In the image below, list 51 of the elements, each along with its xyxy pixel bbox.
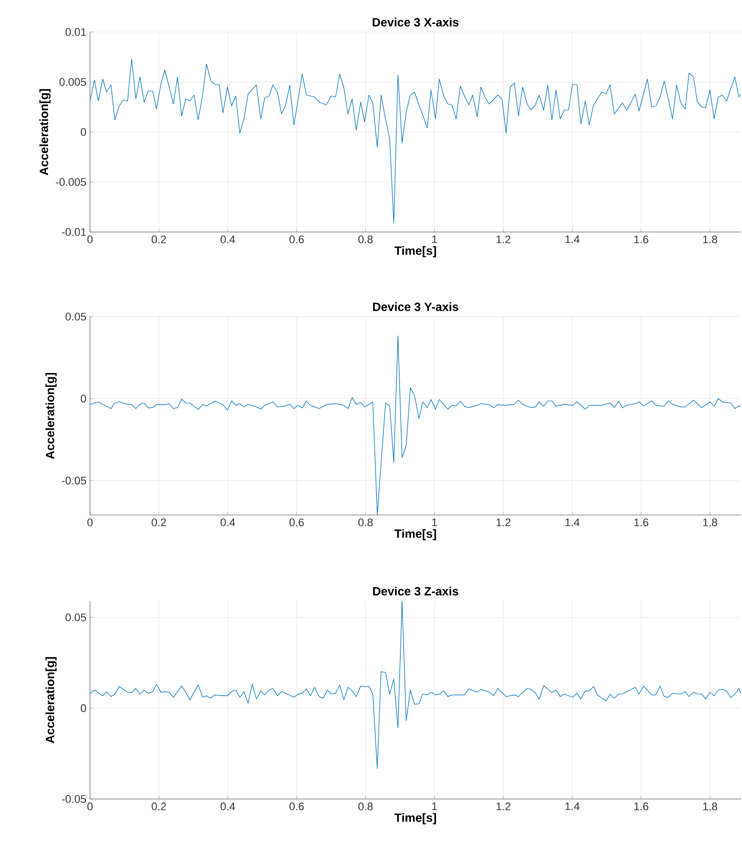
x-tick-label: 1.2 (496, 802, 510, 810)
y-tick-label: 0 (80, 394, 86, 402)
x-tick-label: 0.4 (220, 236, 236, 244)
y-tick-label: 0.05 (66, 613, 86, 622)
x-tick-label: 1.4 (565, 802, 580, 810)
y-tick-label: -0.01 (62, 228, 86, 236)
line-series (90, 601, 742, 769)
x-tick-label: 0 (87, 802, 93, 810)
y-tick-label: -0.05 (62, 476, 86, 484)
x-tick-label: 0.2 (152, 802, 166, 810)
y-tick-label: 0.01 (66, 28, 86, 36)
x-tick-label: 1 (432, 802, 437, 810)
x-tick-label: 1 (432, 236, 437, 244)
x-tick-label: 0.6 (289, 802, 304, 810)
y-tick-label: 0 (80, 128, 86, 136)
x-tick-label: 0 (87, 236, 93, 244)
chart-title: Device 3 X-axis (372, 18, 459, 26)
y-axis-title: Acceleration[g] (45, 657, 57, 744)
x-tick-label: 1.6 (634, 236, 648, 244)
y-tick-label: 0.05 (66, 312, 86, 320)
x-tick-label: 1.4 (565, 518, 580, 526)
x-tick-label: 0.6 (289, 518, 304, 526)
chart-title: Device 3 Z-axis (373, 586, 458, 596)
y-tick-label: 0.005 (59, 78, 86, 86)
x-tick-label: 0.8 (358, 518, 373, 526)
x-tick-label: 0 (87, 518, 93, 526)
y-tick-label: -0.005 (56, 178, 86, 186)
x-tick-label: 1.2 (496, 236, 510, 244)
x-tick-label: 1.2 (496, 518, 510, 526)
x-axis-title: Time[s] (394, 529, 436, 540)
x-tick-label: 1.4 (565, 236, 580, 244)
x-tick-label: 0.2 (152, 518, 166, 526)
x-tick-label: 1.8 (703, 236, 718, 244)
x-axis-title: Time[s] (394, 246, 436, 258)
x-tick-label: 0.4 (220, 518, 236, 526)
x-tick-label: 1 (432, 518, 437, 526)
y-axis-title: Acceleration[g] (45, 372, 57, 460)
x-tick-label: 0.8 (358, 802, 373, 810)
chart-title: Device 3 Y-axis (373, 302, 458, 312)
x-tick-label: 0.4 (220, 802, 236, 810)
y-axis-title: Acceleration[g] (39, 89, 51, 176)
x-tick-label: 0.6 (289, 236, 304, 244)
x-tick-label: 1.8 (703, 802, 718, 810)
y-tick-label: -0.05 (62, 795, 86, 803)
y-tick-label: 0 (80, 704, 86, 712)
x-tick-label: 1.6 (634, 518, 648, 526)
x-tick-label: 0.2 (152, 236, 166, 244)
x-tick-label: 0.8 (358, 236, 373, 244)
x-axis-title: Time[s] (394, 813, 436, 824)
x-tick-label: 1.6 (634, 802, 648, 810)
x-tick-label: 1.8 (703, 518, 718, 526)
